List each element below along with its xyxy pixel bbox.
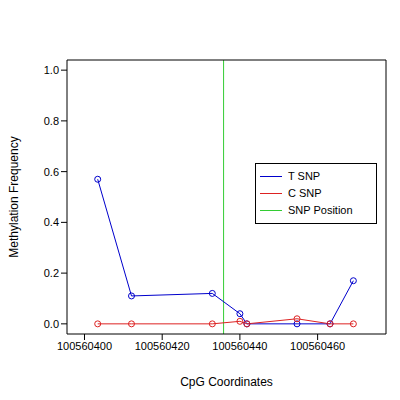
svg-text:0.6: 0.6 [44, 166, 59, 178]
html-text:T SNP: T SNP [288, 170, 321, 182]
svg-text:100560460: 100560460 [290, 340, 345, 352]
svg-text:0.4: 0.4 [44, 216, 59, 228]
svg-text:Methylation Frequency: Methylation Frequency [8, 136, 21, 257]
html-text:SNP Position: SNP Position [288, 204, 353, 216]
svg-text:1.0: 1.0 [44, 64, 59, 76]
svg-text:100560440: 100560440 [212, 340, 267, 352]
svg-text:100560420: 100560420 [135, 340, 190, 352]
svg-text:CpG Coordinates: CpG Coordinates [180, 375, 273, 389]
svg-text:0.8: 0.8 [44, 115, 59, 127]
svg-text:0.0: 0.0 [44, 318, 59, 330]
svg-text:100560400: 100560400 [57, 340, 112, 352]
html-text:C SNP: C SNP [288, 187, 322, 199]
svg-text:0.2: 0.2 [44, 267, 59, 279]
